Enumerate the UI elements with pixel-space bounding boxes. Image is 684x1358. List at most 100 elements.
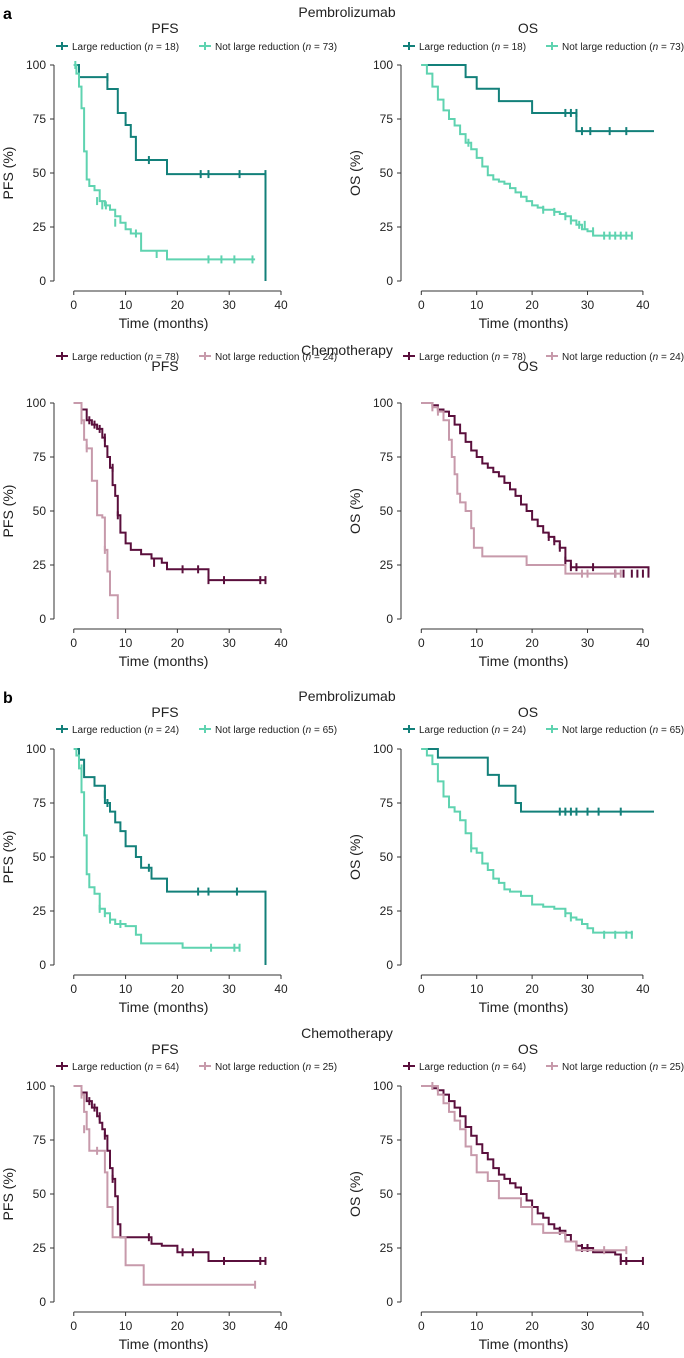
y-tick-label: 0 <box>386 612 393 626</box>
km-plots: PFS Large reduction (n = 18) Not large red… <box>0 20 684 1352</box>
y-axis-label: PFS (%) <box>0 485 16 538</box>
x-tick-label: 40 <box>274 636 288 650</box>
y-tick-label: 100 <box>26 742 46 756</box>
x-tick-label: 10 <box>119 1319 133 1333</box>
x-tick-label: 10 <box>470 298 484 312</box>
x-axis-label: Time (months) <box>119 1336 209 1352</box>
x-tick-label: 0 <box>418 1319 425 1333</box>
y-tick-label: 50 <box>380 166 394 180</box>
x-axis-label: Time (months) <box>119 999 209 1015</box>
chart-title: OS <box>518 704 538 720</box>
km-curve-not-large-reduction <box>421 1085 627 1252</box>
chart-title: OS <box>518 1041 538 1057</box>
y-tick-label: 25 <box>33 1241 47 1255</box>
group-title-a-chemotherapy: Chemotherapy <box>301 342 393 358</box>
x-tick-label: 40 <box>274 982 288 996</box>
y-tick-label: 75 <box>33 796 47 810</box>
panel-label-b: b <box>3 690 13 707</box>
km-curve-large-reduction <box>73 748 267 965</box>
y-tick-label: 25 <box>380 904 394 918</box>
x-tick-label: 0 <box>70 298 77 312</box>
x-tick-label: 0 <box>418 298 425 312</box>
x-tick-label: 40 <box>274 298 288 312</box>
legend-label: Not large reduction (n = 25) <box>215 1062 337 1073</box>
legend-label: Not large reduction (n = 73) <box>215 42 337 53</box>
y-tick-label: 75 <box>380 112 394 126</box>
chart-title: PFS <box>151 704 178 720</box>
x-tick-label: 20 <box>525 982 539 996</box>
y-axis-label: OS (%) <box>347 1171 363 1217</box>
x-tick-label: 40 <box>274 1319 288 1333</box>
y-axis-label: PFS (%) <box>0 147 16 200</box>
y-tick-label: 75 <box>380 450 394 464</box>
x-tick-label: 0 <box>70 982 77 996</box>
x-tick-label: 30 <box>223 636 237 650</box>
y-tick-label: 50 <box>33 166 47 180</box>
y-tick-label: 25 <box>33 904 47 918</box>
y-tick-label: 50 <box>33 504 47 518</box>
chart-title: PFS <box>151 20 178 36</box>
y-tick-label: 100 <box>373 396 393 410</box>
legend-label: Not large reduction (n = 24) <box>562 352 684 363</box>
legend-label: Large reduction (n = 18) <box>419 42 526 53</box>
legend-label: Large reduction (n = 64) <box>72 1062 179 1073</box>
y-tick-label: 75 <box>33 112 47 126</box>
y-tick-label: 25 <box>33 558 47 572</box>
x-tick-label: 30 <box>581 298 595 312</box>
km-curve-not-large-reduction <box>73 748 240 949</box>
y-tick-label: 100 <box>373 1079 393 1093</box>
x-tick-label: 10 <box>470 1319 484 1333</box>
km-curve-not-large-reduction <box>73 402 119 619</box>
x-tick-label: 0 <box>418 982 425 996</box>
y-tick-label: 0 <box>386 958 393 972</box>
x-tick-label: 30 <box>581 636 595 650</box>
y-tick-label: 50 <box>380 850 394 864</box>
y-axis-label: PFS (%) <box>0 831 16 884</box>
km-curve-large-reduction <box>421 64 654 133</box>
y-tick-label: 100 <box>26 1079 46 1093</box>
km-curve-large-reduction <box>421 402 650 574</box>
chart-b-pembrolizumab-os: OS Large reduction (n = 24) Not large redu… <box>347 704 684 1015</box>
chart-title: OS <box>518 20 538 36</box>
y-tick-label: 100 <box>26 396 46 410</box>
legend-label: Large reduction (n = 18) <box>72 42 179 53</box>
x-tick-label: 30 <box>581 982 595 996</box>
x-tick-label: 20 <box>525 298 539 312</box>
km-curve-not-large-reduction <box>421 64 632 237</box>
y-tick-label: 50 <box>33 850 47 864</box>
y-axis-label: OS (%) <box>347 150 363 196</box>
x-axis-label: Time (months) <box>479 1336 569 1352</box>
x-tick-label: 40 <box>636 1319 650 1333</box>
group-title-b-chemotherapy: Chemotherapy <box>301 1025 393 1041</box>
y-tick-label: 25 <box>33 220 47 234</box>
chart-title: PFS <box>151 358 178 374</box>
km-curve-not-large-reduction <box>421 748 633 935</box>
y-tick-label: 0 <box>39 1295 46 1309</box>
x-tick-label: 40 <box>636 982 650 996</box>
x-tick-label: 10 <box>119 298 133 312</box>
x-tick-label: 30 <box>223 1319 237 1333</box>
x-tick-label: 40 <box>636 636 650 650</box>
x-axis-label: Time (months) <box>119 653 209 669</box>
y-tick-label: 0 <box>39 274 46 288</box>
y-tick-label: 75 <box>380 1133 394 1147</box>
legend-label: Large reduction (n = 24) <box>72 725 179 736</box>
x-tick-label: 30 <box>223 298 237 312</box>
km-curve-not-large-reduction <box>73 64 256 261</box>
km-curve-large-reduction <box>73 1085 266 1262</box>
y-tick-label: 50 <box>380 504 394 518</box>
x-tick-label: 40 <box>636 298 650 312</box>
x-tick-label: 30 <box>581 1319 595 1333</box>
x-tick-label: 20 <box>171 636 185 650</box>
chart-a-pembrolizumab-os: OS Large reduction (n = 18) Not large redu… <box>347 20 684 331</box>
panel-label-a: a <box>3 6 12 23</box>
y-tick-label: 75 <box>380 796 394 810</box>
legend-label: Not large reduction (n = 24) <box>215 352 337 363</box>
x-tick-label: 20 <box>171 1319 185 1333</box>
km-curve-large-reduction <box>421 748 654 813</box>
chart-b-chemotherapy-pfs: PFS Large reduction (n = 64) Not large red… <box>0 1041 337 1352</box>
legend-label: Large reduction (n = 78) <box>419 352 526 363</box>
x-tick-label: 10 <box>470 636 484 650</box>
y-tick-label: 0 <box>386 274 393 288</box>
